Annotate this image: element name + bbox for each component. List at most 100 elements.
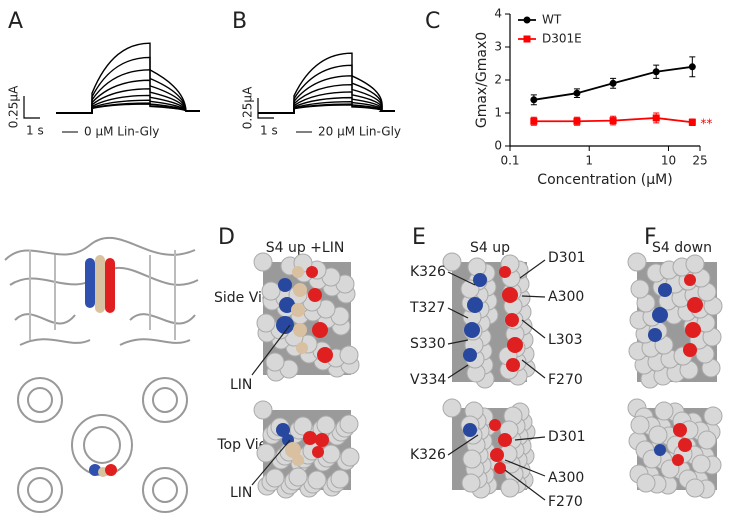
residue-surface (490, 448, 504, 462)
surface-atom (467, 257, 487, 277)
residue-surface (507, 337, 523, 353)
residue-surface (278, 278, 292, 292)
x-tick-label: 0.1 (500, 154, 519, 168)
surface-atom (256, 443, 276, 463)
surface-atom (442, 398, 462, 418)
s4-helix (89, 464, 101, 476)
residue-label: K326 (410, 264, 446, 280)
panel-label: B (232, 9, 247, 34)
residue-surface (467, 297, 483, 313)
surface-atom (293, 416, 313, 436)
residue-surface (683, 343, 697, 357)
panel-label: C (425, 9, 440, 34)
data-point (688, 118, 696, 126)
residue-surface (684, 274, 696, 286)
scale-label: 0.25µA (7, 85, 21, 128)
s5-helix (105, 464, 117, 476)
residue-surface (505, 313, 519, 327)
x-tick-label: 10 (661, 154, 676, 168)
surface-atom (627, 252, 647, 272)
s5-helix (105, 258, 115, 313)
panel-label: A (8, 9, 23, 34)
surface-atom (654, 401, 674, 421)
surface-atom (462, 449, 482, 469)
current-trace (258, 52, 395, 114)
residue-label: T327 (409, 300, 445, 316)
data-point (573, 89, 581, 97)
residue-surface (276, 423, 290, 437)
residue-surface (648, 328, 662, 342)
lin-molecule (95, 255, 105, 313)
scale-label: 0.25µA (241, 86, 255, 129)
scale-bar (23, 96, 40, 119)
residue-surface (673, 423, 687, 437)
surface-atom (288, 467, 308, 487)
surface-atom (330, 469, 350, 489)
surface-atom (307, 470, 327, 490)
surface-atom (340, 447, 360, 467)
annotation: ** (700, 117, 712, 131)
legend-text: 20 µM Lin-Gly (318, 125, 401, 139)
surface-atom (500, 478, 520, 498)
legend-text: WT (542, 13, 562, 27)
residue-surface (464, 322, 480, 338)
panel-label: D (218, 225, 235, 250)
x-axis-label: Concentration (µM) (537, 172, 672, 188)
y-tick-label: 2 (494, 73, 502, 87)
legend-marker (523, 35, 531, 43)
legend-text: 0 µM Lin-Gly (84, 125, 159, 139)
residue-surface (308, 288, 322, 302)
surface-atom (256, 313, 276, 333)
surface-atom (461, 473, 481, 493)
residue-label: K326 (410, 447, 446, 463)
surface-atom (630, 279, 650, 299)
surface-atom (648, 425, 668, 445)
residue-surface (494, 462, 506, 474)
channel-top-view (17, 377, 188, 513)
residue-label: LIN (230, 377, 252, 393)
residue-surface (291, 303, 305, 317)
residue-label: F270 (548, 494, 583, 510)
residue-surface (672, 454, 684, 466)
surface-atom (316, 415, 336, 435)
residue-surface (296, 342, 308, 354)
surface-atom (442, 252, 462, 272)
residue-surface (312, 322, 328, 338)
surface-atom (703, 406, 723, 426)
surface-atom (253, 400, 273, 420)
residue-surface (276, 316, 294, 334)
surface-atom (697, 430, 717, 450)
data-point (652, 68, 660, 76)
data-point (573, 117, 581, 125)
residue-surface (685, 322, 701, 338)
scale-bar (257, 98, 274, 119)
surface-atom (630, 415, 650, 435)
x-tick-label: 1 (585, 154, 593, 168)
surface-atom (339, 414, 359, 434)
residue-label: A300 (548, 470, 584, 486)
current-trace (56, 42, 200, 114)
residue-surface (499, 266, 511, 278)
residue-surface (292, 266, 304, 278)
residue-surface (652, 307, 668, 323)
s4-helix (85, 258, 95, 308)
pointer-lines (251, 259, 546, 501)
x-tick-label: 25 (692, 154, 707, 168)
y-tick-label: 0 (494, 139, 502, 153)
data-point (609, 117, 617, 125)
residue-label: D301 (548, 429, 586, 445)
residue-surface (658, 283, 672, 297)
residue-surface (303, 431, 317, 445)
surface-atom (265, 468, 285, 488)
y-axis-label: Gmax/Gmax0 (474, 32, 490, 128)
residue-surface (498, 433, 512, 447)
residue-surface (293, 323, 307, 337)
residue-surface (285, 442, 301, 458)
surface-atom (265, 352, 285, 372)
residue-surface (506, 358, 520, 372)
residue-label: S330 (410, 336, 446, 352)
y-tick-label: 1 (494, 106, 502, 120)
residue-surface (463, 348, 477, 362)
surface-atom (253, 252, 273, 272)
